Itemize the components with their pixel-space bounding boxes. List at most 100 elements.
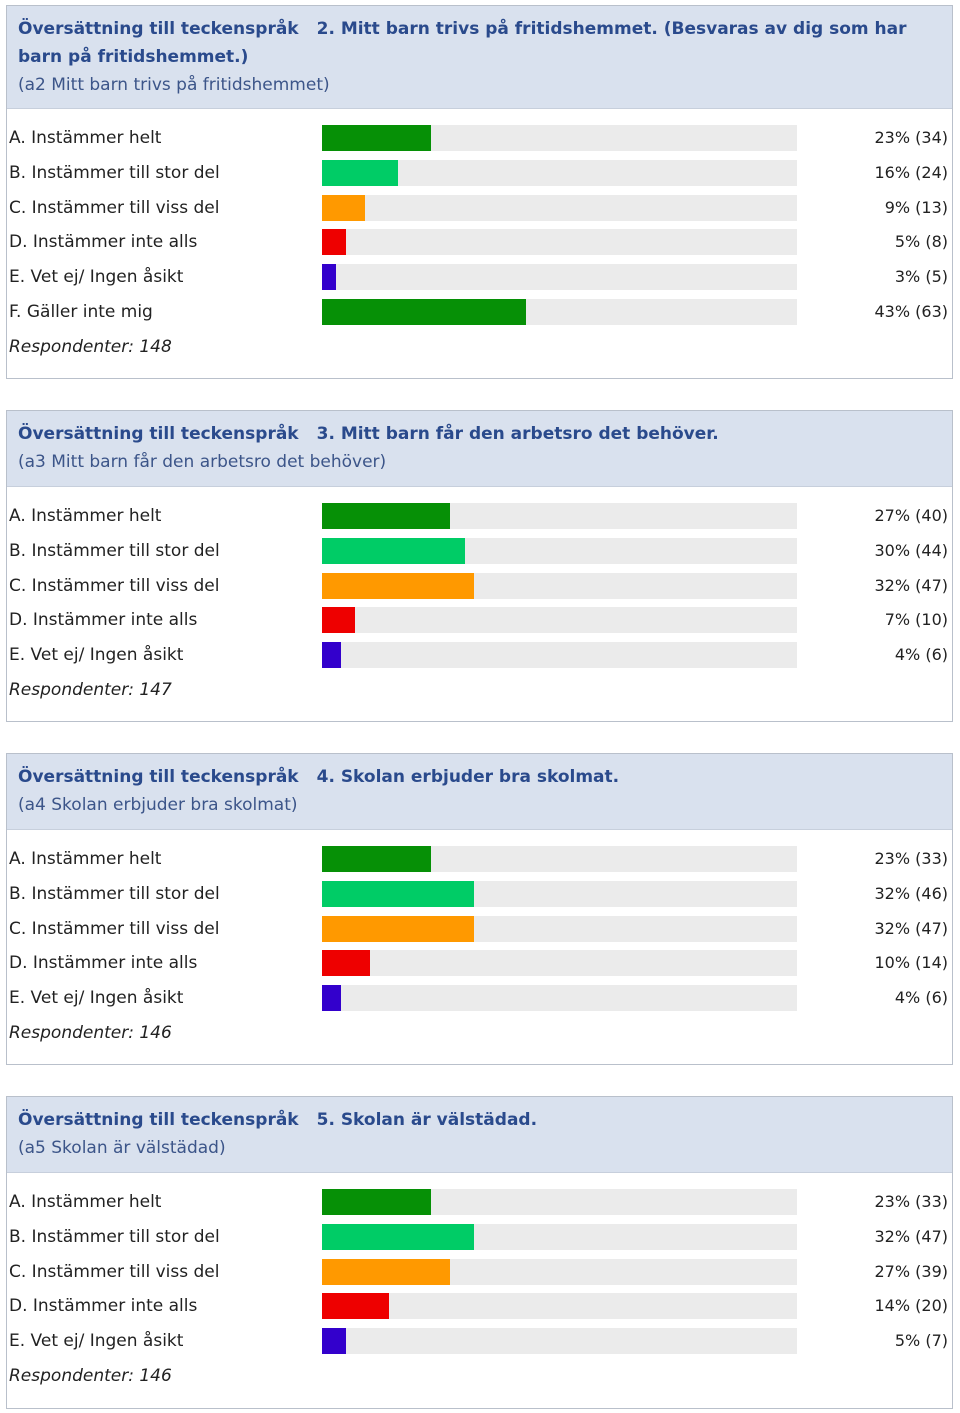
category-label: C. Instämmer till viss del [9, 575, 220, 596]
value-label: 32% (47) [874, 918, 949, 938]
value-label: 23% (33) [874, 849, 949, 868]
value-label: 27% (40) [874, 506, 949, 525]
respondents-count: Respondenter: 148 [9, 336, 172, 357]
bar-track [322, 1189, 797, 1215]
sign-language-link[interactable]: Översättning till teckenspråk [18, 424, 299, 444]
question-panel: Översättning till teckenspråk 4. Skolan e… [6, 753, 953, 1065]
category-label: A. Instämmer helt [9, 849, 162, 869]
question-panel: Översättning till teckenspråk 5. Skolan ä… [6, 1096, 953, 1409]
bar [322, 194, 365, 221]
category-label: A. Instämmer helt [9, 1192, 162, 1212]
bar [322, 125, 431, 151]
answer-row: E. Vet ej/ Ingen åsikt 5% (7) [7, 1328, 952, 1355]
question-title: 2. Mitt barn trivs på fritidshemmet. (Be… [18, 19, 907, 67]
category-label: E. Vet ej/ Ingen åsikt [9, 1331, 184, 1352]
question-subtitle: (a5 Skolan är välstädad) [18, 1138, 226, 1158]
value-label: 4% (6) [894, 645, 948, 665]
bar-track [322, 229, 797, 256]
value-label: 27% (39) [874, 1261, 949, 1281]
bar [322, 642, 341, 669]
bar [322, 846, 431, 872]
question-panel: Översättning till teckenspråk 2. Mitt bar… [6, 5, 953, 379]
question-header: Översättning till teckenspråk 4. Skolan e… [7, 754, 952, 830]
answer-row: C. Instämmer till viss del 9% (13) [7, 194, 952, 221]
bar [322, 572, 474, 599]
value-label: 23% (34) [874, 128, 949, 147]
category-label: B. Instämmer till stor del [9, 540, 220, 561]
bar-track [322, 915, 797, 942]
question-subtitle: (a2 Mitt barn trivs på fritidshemmet) [18, 75, 330, 95]
bar [322, 950, 370, 977]
bar-track [322, 1223, 797, 1250]
value-label: 7% (10) [884, 610, 948, 630]
question-title-line: Översättning till teckenspråk 3. Mitt bar… [18, 420, 942, 448]
value-label: 9% (13) [884, 197, 948, 217]
bar [322, 1328, 346, 1355]
bar [322, 1293, 389, 1320]
category-label: B. Instämmer till stor del [9, 162, 220, 183]
answer-row: D. Instämmer inte alls 5% (8) [7, 229, 952, 256]
bar [322, 915, 474, 942]
category-label: A. Instämmer helt [9, 128, 162, 148]
category-label: C. Instämmer till viss del [9, 1261, 220, 1282]
answer-row: C. Instämmer till viss del 32% (47) [7, 915, 952, 942]
question-header: Översättning till teckenspråk 3. Mitt bar… [7, 411, 952, 487]
question-subtitle: (a3 Mitt barn får den arbetsro det behöv… [18, 452, 387, 472]
question-header: Översättning till teckenspråk 5. Skolan ä… [7, 1097, 952, 1173]
value-label: 32% (46) [874, 883, 949, 903]
answer-row: A. Instämmer helt 27% (40) [7, 503, 952, 529]
bar-track [322, 950, 797, 977]
value-label: 3% (5) [894, 267, 948, 287]
respondents-count: Respondenter: 146 [9, 1366, 172, 1386]
sign-language-link[interactable]: Översättning till teckenspråk [18, 1110, 299, 1130]
question-title-line: Översättning till teckenspråk 2. Mitt bar… [18, 15, 942, 71]
value-label: 30% (44) [874, 540, 949, 560]
answer-row: B. Instämmer till stor del 30% (44) [7, 537, 952, 564]
question-title-line: Översättning till teckenspråk 4. Skolan e… [18, 763, 942, 791]
category-label: B. Instämmer till stor del [9, 883, 220, 904]
bar [322, 985, 341, 1012]
sign-language-link[interactable]: Översättning till teckenspråk [18, 19, 299, 39]
value-label: 32% (47) [874, 1226, 949, 1246]
bar-track [322, 1258, 797, 1285]
answer-row: B. Instämmer till stor del 16% (24) [7, 159, 952, 186]
question-header: Översättning till teckenspråk 2. Mitt bar… [7, 6, 952, 109]
respondents-count: Respondenter: 146 [9, 1023, 172, 1043]
bar [322, 299, 526, 325]
value-label: 5% (7) [894, 1331, 948, 1351]
bar-track [322, 194, 797, 221]
question-title-line: Översättning till teckenspråk 5. Skolan ä… [18, 1106, 942, 1134]
bar-track [322, 880, 797, 907]
question-panel: Översättning till teckenspråk 3. Mitt bar… [6, 410, 953, 722]
value-label: 43% (63) [874, 302, 949, 321]
category-label: E. Vet ej/ Ingen åsikt [9, 988, 184, 1009]
bar [322, 159, 398, 186]
answer-row: E. Vet ej/ Ingen åsikt 3% (5) [7, 264, 952, 291]
bar [322, 607, 355, 634]
answer-row: A. Instämmer helt 23% (33) [7, 1189, 952, 1215]
sign-language-link[interactable]: Översättning till teckenspråk [18, 767, 299, 787]
answer-row: B. Instämmer till stor del 32% (46) [7, 880, 952, 907]
question-title: 3. Mitt barn får den arbetsro det behöve… [316, 424, 719, 444]
category-label: B. Instämmer till stor del [9, 1226, 220, 1247]
value-label: 14% (20) [874, 1296, 949, 1316]
answer-row: A. Instämmer helt 23% (34) [7, 125, 952, 151]
bar-track [322, 1328, 797, 1355]
answer-row: E. Vet ej/ Ingen åsikt 4% (6) [7, 985, 952, 1012]
category-label: E. Vet ej/ Ingen åsikt [9, 645, 184, 666]
category-label: D. Instämmer inte alls [9, 1296, 198, 1317]
question-title: 4. Skolan erbjuder bra skolmat. [316, 767, 620, 787]
bar [322, 880, 474, 907]
question-subtitle: (a4 Skolan erbjuder bra skolmat) [18, 795, 298, 815]
category-label: D. Instämmer inte alls [9, 953, 198, 974]
answer-row: D. Instämmer inte alls 7% (10) [7, 607, 952, 634]
bar-track [322, 159, 797, 186]
bar-track [322, 846, 797, 872]
bar-track [322, 642, 797, 669]
bar-track [322, 503, 797, 529]
answer-row: B. Instämmer till stor del 32% (47) [7, 1223, 952, 1250]
category-label: C. Instämmer till viss del [9, 918, 220, 939]
value-label: 16% (24) [874, 162, 949, 182]
value-label: 32% (47) [874, 575, 949, 595]
value-label: 5% (8) [894, 232, 948, 252]
